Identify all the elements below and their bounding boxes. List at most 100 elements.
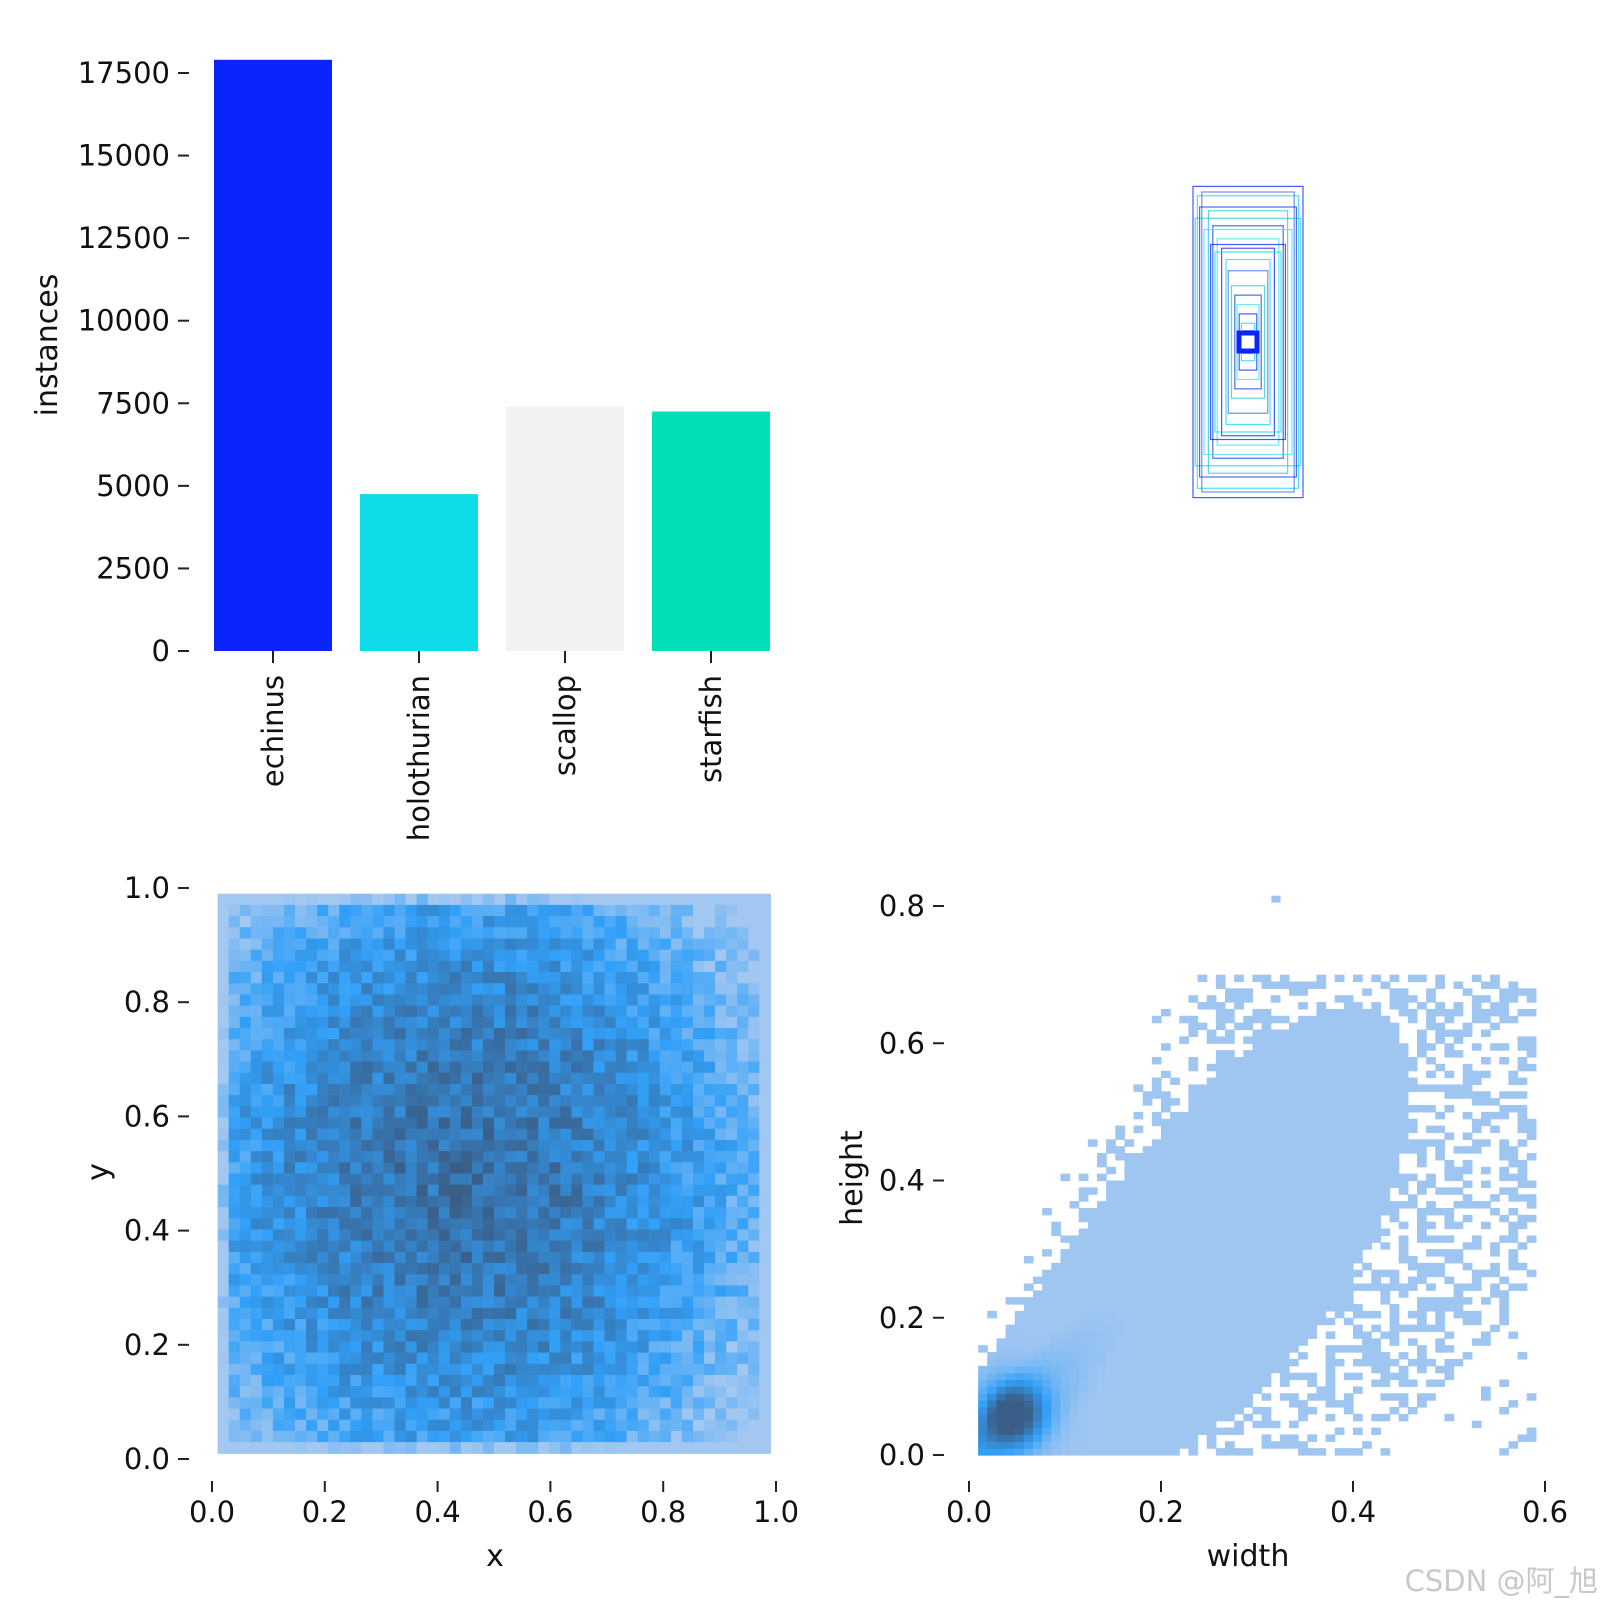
- heat-cell: [383, 1363, 396, 1376]
- heat-cell: [1197, 1427, 1208, 1436]
- heat-cell: [505, 960, 517, 973]
- heat-cell: [1215, 1365, 1226, 1374]
- heat-cell: [692, 994, 705, 1007]
- heat-cell: [1225, 1146, 1235, 1154]
- heat-cell: [283, 949, 296, 962]
- heat-cell: [1078, 1276, 1089, 1285]
- heat-cell: [549, 1307, 561, 1320]
- heat-cell: [427, 1274, 440, 1287]
- heat-cell: [1142, 1283, 1153, 1291]
- heat-cell: [217, 1028, 230, 1040]
- heat-cell: [1307, 1180, 1318, 1188]
- bar-echinus: [214, 59, 332, 651]
- heat-cell: [383, 904, 396, 917]
- heat-cell: [1279, 1132, 1290, 1140]
- heat-cell: [350, 1408, 362, 1421]
- heat-cell: [1142, 1400, 1153, 1408]
- heat-cell: [1234, 1056, 1244, 1065]
- heat-cell: [1417, 1228, 1427, 1236]
- heat-cell: [295, 1106, 307, 1119]
- heat-cell: [1252, 1406, 1263, 1415]
- heat-cell: [516, 1218, 528, 1231]
- heat-cell: [737, 1039, 749, 1051]
- heat-cell: [1298, 1448, 1308, 1456]
- heat-cell: [1151, 1338, 1162, 1346]
- heat-cell: [471, 1218, 484, 1231]
- heat-cell: [306, 1173, 318, 1186]
- heat-cell: [571, 1374, 584, 1387]
- heat-cell: [1279, 1056, 1290, 1065]
- heat-cell: [1353, 1448, 1363, 1456]
- heat-cell: [1179, 1365, 1190, 1374]
- heat-cell: [460, 1229, 473, 1242]
- heat-cell: [394, 904, 407, 917]
- heat-cell: [339, 1330, 351, 1342]
- heat-cell: [1389, 1310, 1400, 1319]
- heat-cell: [317, 938, 329, 951]
- heat-cell: [1087, 1276, 1098, 1285]
- heat-cell: [1298, 1022, 1308, 1031]
- heat-cell: [416, 949, 429, 962]
- heat-cell: [328, 1218, 340, 1231]
- heat-cell: [1307, 1187, 1318, 1195]
- heat-cell: [1325, 1201, 1336, 1209]
- heat-cell: [726, 1218, 738, 1231]
- heat-cell: [1197, 1153, 1208, 1161]
- heat-cell: [549, 1229, 561, 1242]
- heat-cell: [438, 1117, 451, 1130]
- heat-cell: [726, 1139, 738, 1152]
- heat-cell: [460, 1352, 473, 1365]
- heat-cell: [604, 938, 617, 951]
- heat-cell: [759, 1207, 771, 1219]
- heat-cell: [1261, 1283, 1272, 1291]
- heat-cell: [549, 1442, 561, 1454]
- heat-cell: [1508, 1331, 1519, 1339]
- heat-cell: [1462, 1317, 1473, 1326]
- heat-cell: [626, 916, 639, 928]
- heat-cell: [1298, 1153, 1308, 1161]
- heat-cell: [1298, 1310, 1308, 1319]
- heat-cell: [239, 1352, 252, 1365]
- heat-cell: [1033, 1276, 1043, 1285]
- heat-cell: [1380, 1029, 1391, 1037]
- heat-cell: [1252, 974, 1263, 983]
- heat-cell: [1435, 1153, 1446, 1161]
- heat-cell: [748, 1106, 760, 1119]
- heat-cell: [1215, 1379, 1226, 1387]
- heat-cell: [239, 1386, 252, 1398]
- heat-cell: [239, 1095, 252, 1107]
- heat-cell: [1334, 1132, 1345, 1140]
- heat-cell: [1142, 1406, 1153, 1415]
- heat-cell: [1371, 1036, 1382, 1044]
- heat-cell: [317, 1419, 329, 1432]
- heat-cell: [471, 904, 484, 917]
- heat-cell: [460, 1296, 473, 1309]
- heat-cell: [1435, 1304, 1446, 1312]
- heat-cell: [1380, 1448, 1391, 1456]
- heat-cell: [549, 1162, 561, 1175]
- heat-cell: [1462, 1297, 1473, 1305]
- heat-cell: [1124, 1290, 1135, 1298]
- heat-cell: [295, 938, 307, 951]
- heat-cell: [1398, 1173, 1409, 1182]
- heat-cell: [1097, 1345, 1107, 1353]
- heat-cell: [328, 1330, 340, 1342]
- heat-cell: [978, 1379, 988, 1387]
- heat-cell: [1417, 1358, 1427, 1367]
- heat-cell: [1097, 1269, 1107, 1278]
- heat-cell: [217, 1072, 230, 1085]
- heat-cell: [1499, 1146, 1510, 1154]
- heat-cell: [549, 1419, 561, 1432]
- heat-cell: [1151, 1393, 1162, 1401]
- heat-cell: [449, 1296, 462, 1309]
- heat-cell: [1225, 1015, 1235, 1024]
- heat-cell: [482, 1274, 495, 1287]
- heat-cell: [1343, 1283, 1354, 1291]
- heat-cell: [704, 1106, 716, 1119]
- heat-cell: [1279, 1173, 1290, 1182]
- heat-cell: [438, 1083, 451, 1096]
- heat-cell: [1243, 1297, 1254, 1305]
- heat-cell: [505, 1184, 517, 1197]
- heat-cell: [482, 893, 495, 906]
- heat-cell: [1142, 1358, 1153, 1367]
